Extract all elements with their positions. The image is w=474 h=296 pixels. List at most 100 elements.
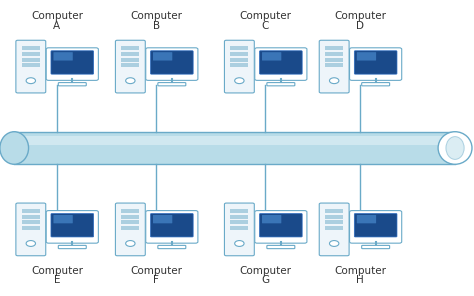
- FancyBboxPatch shape: [357, 52, 376, 61]
- FancyBboxPatch shape: [151, 51, 193, 74]
- Text: Computer: Computer: [334, 266, 386, 276]
- Ellipse shape: [446, 137, 464, 159]
- FancyBboxPatch shape: [357, 215, 376, 223]
- FancyBboxPatch shape: [354, 51, 397, 74]
- Bar: [230, 63, 248, 67]
- Bar: [121, 220, 139, 224]
- FancyBboxPatch shape: [255, 211, 307, 243]
- FancyBboxPatch shape: [151, 214, 193, 237]
- Circle shape: [235, 78, 244, 83]
- Bar: [325, 46, 343, 51]
- FancyBboxPatch shape: [260, 51, 302, 74]
- Text: H: H: [356, 275, 364, 285]
- FancyBboxPatch shape: [116, 40, 145, 93]
- FancyBboxPatch shape: [54, 215, 73, 223]
- FancyBboxPatch shape: [267, 83, 295, 86]
- Text: B: B: [153, 21, 160, 31]
- FancyBboxPatch shape: [58, 245, 86, 249]
- Text: Computer: Computer: [130, 266, 182, 276]
- FancyBboxPatch shape: [350, 48, 402, 81]
- Bar: [325, 220, 343, 224]
- FancyBboxPatch shape: [262, 215, 282, 223]
- FancyBboxPatch shape: [51, 51, 94, 74]
- FancyBboxPatch shape: [158, 245, 186, 249]
- Bar: [325, 226, 343, 230]
- Bar: [121, 63, 139, 67]
- Circle shape: [126, 78, 135, 83]
- Circle shape: [126, 241, 135, 246]
- FancyBboxPatch shape: [58, 83, 86, 86]
- FancyBboxPatch shape: [319, 40, 349, 93]
- Circle shape: [26, 78, 36, 83]
- FancyBboxPatch shape: [16, 40, 46, 93]
- FancyBboxPatch shape: [14, 136, 455, 145]
- FancyBboxPatch shape: [224, 40, 254, 93]
- FancyBboxPatch shape: [255, 48, 307, 81]
- FancyBboxPatch shape: [224, 203, 254, 256]
- Text: Computer: Computer: [31, 11, 83, 21]
- FancyBboxPatch shape: [153, 52, 173, 61]
- Text: Computer: Computer: [239, 11, 292, 21]
- FancyBboxPatch shape: [51, 214, 94, 237]
- FancyBboxPatch shape: [146, 211, 198, 243]
- FancyBboxPatch shape: [146, 48, 198, 81]
- FancyBboxPatch shape: [362, 83, 390, 86]
- Text: G: G: [261, 275, 270, 285]
- Bar: [230, 215, 248, 219]
- Bar: [121, 52, 139, 56]
- FancyBboxPatch shape: [116, 203, 145, 256]
- Circle shape: [329, 78, 339, 83]
- Bar: [121, 215, 139, 219]
- Text: D: D: [356, 21, 364, 31]
- FancyBboxPatch shape: [262, 52, 282, 61]
- Bar: [121, 226, 139, 230]
- FancyBboxPatch shape: [14, 132, 455, 164]
- Text: C: C: [262, 21, 269, 31]
- Bar: [22, 63, 40, 67]
- Ellipse shape: [0, 132, 28, 164]
- Bar: [22, 52, 40, 56]
- FancyBboxPatch shape: [350, 211, 402, 243]
- Bar: [325, 57, 343, 62]
- Bar: [22, 220, 40, 224]
- FancyBboxPatch shape: [46, 211, 98, 243]
- Text: Computer: Computer: [31, 266, 83, 276]
- Bar: [230, 226, 248, 230]
- Bar: [230, 46, 248, 51]
- Bar: [121, 57, 139, 62]
- Text: Computer: Computer: [239, 266, 292, 276]
- Text: E: E: [54, 275, 60, 285]
- Text: A: A: [53, 21, 61, 31]
- Bar: [325, 215, 343, 219]
- Bar: [22, 57, 40, 62]
- Bar: [22, 215, 40, 219]
- Bar: [325, 52, 343, 56]
- FancyBboxPatch shape: [158, 83, 186, 86]
- Bar: [325, 209, 343, 213]
- FancyBboxPatch shape: [46, 48, 98, 81]
- Circle shape: [235, 241, 244, 246]
- FancyBboxPatch shape: [362, 245, 390, 249]
- Bar: [121, 46, 139, 51]
- Bar: [22, 226, 40, 230]
- FancyBboxPatch shape: [319, 203, 349, 256]
- Bar: [22, 209, 40, 213]
- Circle shape: [26, 241, 36, 246]
- Circle shape: [329, 241, 339, 246]
- Bar: [230, 209, 248, 213]
- Bar: [325, 63, 343, 67]
- FancyBboxPatch shape: [260, 214, 302, 237]
- Text: Computer: Computer: [334, 11, 386, 21]
- Bar: [230, 57, 248, 62]
- FancyBboxPatch shape: [54, 52, 73, 61]
- Text: Computer: Computer: [130, 11, 182, 21]
- FancyBboxPatch shape: [153, 215, 173, 223]
- Bar: [121, 209, 139, 213]
- Bar: [22, 46, 40, 51]
- Text: F: F: [154, 275, 159, 285]
- Bar: [230, 52, 248, 56]
- FancyBboxPatch shape: [267, 245, 295, 249]
- Bar: [230, 220, 248, 224]
- Ellipse shape: [438, 132, 472, 164]
- FancyBboxPatch shape: [354, 214, 397, 237]
